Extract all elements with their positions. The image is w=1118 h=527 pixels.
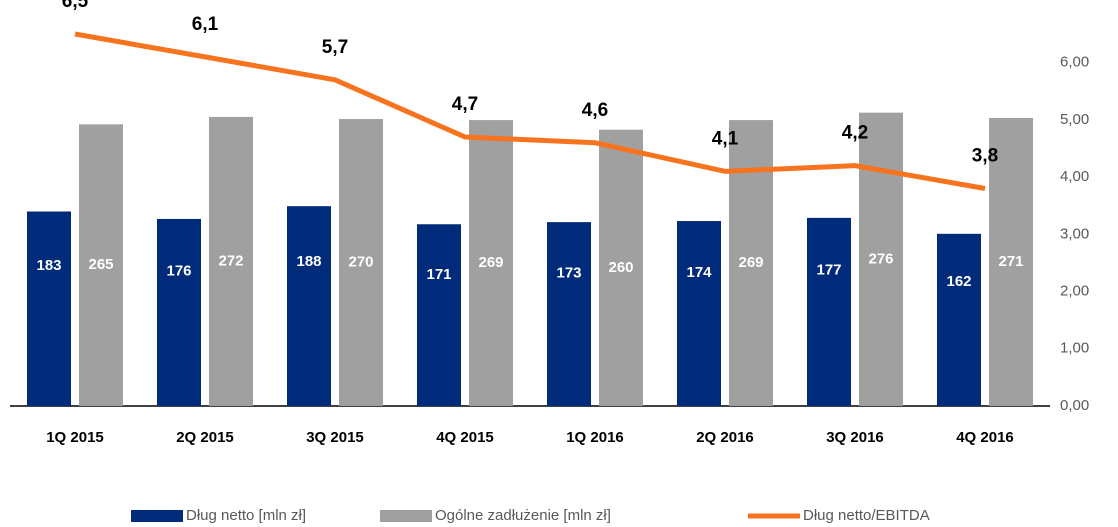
x-tick-label: 4Q 2015 (436, 429, 494, 446)
bar (339, 119, 383, 407)
legend-swatch (131, 510, 183, 522)
line-value-label: 3,8 (972, 146, 998, 167)
line-value-label: 4,2 (842, 123, 868, 144)
legend-label: Dług netto/EBITDA (803, 507, 930, 524)
bar (209, 116, 253, 406)
bar-value-label: 270 (348, 253, 373, 270)
x-tick-label: 1Q 2015 (46, 429, 104, 446)
bar-value-label: 174 (686, 264, 712, 281)
bar-value-label: 271 (998, 253, 1023, 270)
bar-value-label: 188 (296, 253, 321, 270)
bar (937, 233, 981, 406)
legend-label: Dług netto [mln zł] (186, 507, 306, 524)
bar (79, 124, 123, 406)
bar (287, 206, 331, 406)
bar-value-label: 173 (556, 265, 581, 282)
line-value-label: 6,5 (62, 0, 89, 12)
x-tick-label: 3Q 2016 (826, 429, 884, 446)
line (74, 31, 986, 191)
x-tick-label: 2Q 2015 (176, 429, 234, 446)
bar (469, 120, 513, 406)
legend-label: Ogólne zadłużenie [mln zł] (435, 507, 611, 524)
legend-swatch (380, 510, 432, 522)
bar-value-label: 269 (738, 254, 763, 271)
bar-value-label: 171 (426, 266, 451, 283)
y2-tick-label: 3,00 (1060, 225, 1089, 242)
bar-value-label: 265 (88, 256, 113, 273)
bar (807, 217, 851, 406)
line-value-label: 6,1 (192, 14, 219, 35)
x-tick-label: 2Q 2016 (696, 429, 754, 446)
y2-tick-label: 2,00 (1060, 283, 1089, 300)
bar (599, 129, 643, 406)
bar-value-label: 176 (166, 262, 191, 279)
bar-value-label: 276 (868, 250, 893, 267)
bar (859, 112, 903, 406)
line-value-label: 4,6 (582, 100, 608, 121)
line-value-label: 5,7 (322, 37, 348, 58)
bar-value-label: 177 (816, 262, 841, 279)
line-value-label: 4,1 (712, 128, 739, 149)
bar (677, 221, 721, 406)
bar (27, 211, 71, 406)
bar-value-label: 269 (478, 254, 503, 271)
bar-value-label: 162 (946, 273, 971, 290)
y2-tick-label: 1,00 (1060, 340, 1089, 357)
x-tick-label: 1Q 2016 (566, 429, 624, 446)
x-tick-label: 4Q 2016 (956, 429, 1014, 446)
bar (157, 218, 201, 406)
y2-tick-label: 4,00 (1060, 168, 1089, 185)
bar-value-label: 260 (608, 259, 633, 276)
bar-value-label: 183 (36, 257, 61, 274)
y2-tick-label: 6,00 (1060, 54, 1089, 71)
y2-tick-label: 5,00 (1060, 111, 1089, 128)
bar (989, 117, 1033, 407)
x-tick-label: 3Q 2015 (306, 429, 364, 446)
line-value-label: 4,7 (452, 94, 478, 115)
bar (417, 224, 461, 406)
y2-tick-label: 0,00 (1060, 397, 1089, 414)
bar (547, 222, 591, 406)
bar-value-label: 272 (218, 252, 243, 269)
